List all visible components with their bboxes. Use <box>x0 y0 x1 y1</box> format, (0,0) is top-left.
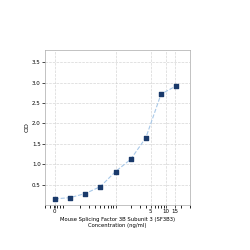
X-axis label: Mouse Splicing Factor 3B Subunit 3 (SF3B3)
Concentration (ng/ml): Mouse Splicing Factor 3B Subunit 3 (SF3B… <box>60 217 175 228</box>
Point <box>53 197 57 201</box>
Point <box>159 92 163 96</box>
Point <box>83 192 87 196</box>
Point <box>174 84 178 88</box>
Y-axis label: OD: OD <box>24 122 29 132</box>
Point <box>129 157 133 161</box>
Point <box>68 196 72 200</box>
Point <box>98 185 102 189</box>
Point <box>114 170 117 173</box>
Point <box>144 136 148 140</box>
